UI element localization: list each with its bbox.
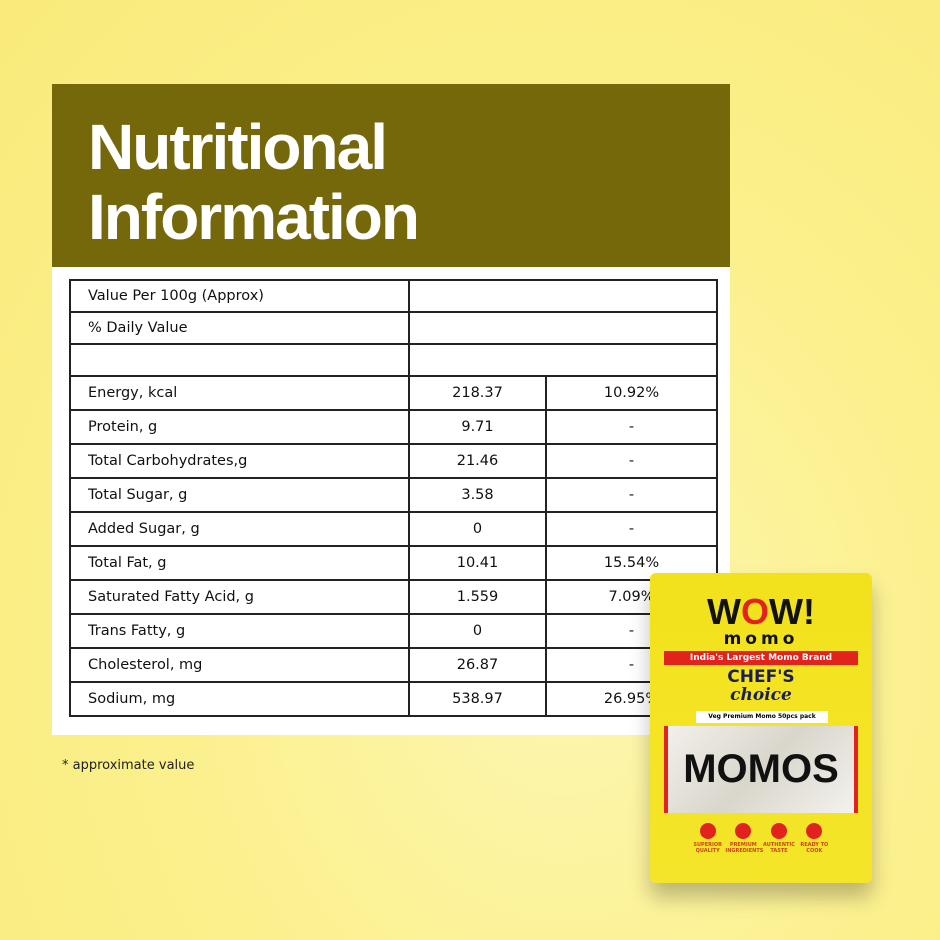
brand-logo: WOW! <box>707 591 815 632</box>
nutrient-value: 26.87 <box>408 647 547 683</box>
nutrient-value: 218.37 <box>408 375 547 411</box>
daily-value: 10.92% <box>545 375 718 411</box>
table-row: Energy, kcal 218.37 10.92% <box>69 375 718 411</box>
badge: SUPERIOR QUALITY <box>690 823 725 854</box>
badge-icon <box>699 823 716 839</box>
nutrient-value: 0 <box>408 613 547 649</box>
nutrient-label: Protein, g <box>69 409 410 445</box>
nutrient-label: Added Sugar, g <box>69 511 410 547</box>
product-package-image: WOW! momo India's Largest Momo Brand CHE… <box>650 573 872 883</box>
badge: READY TO COOK <box>797 823 832 854</box>
title-line-1: Nutritional <box>88 111 388 183</box>
nutrient-label: Trans Fatty, g <box>69 613 410 649</box>
badge: PREMIUM INGREDIENTS <box>725 823 763 854</box>
nutrient-label: Energy, kcal <box>69 375 410 411</box>
daily-value: - <box>545 443 718 479</box>
brand-sub: momo <box>723 629 799 649</box>
footnote: * approximate value <box>62 758 195 773</box>
nutrient-value: 9.71 <box>408 409 547 445</box>
variant-label: Veg Premium Momo 50pcs pack <box>696 711 828 723</box>
badge: AUTHENTIC TASTE <box>761 823 796 854</box>
momo-photo <box>664 726 858 813</box>
product-name: MOMOS <box>683 747 839 791</box>
table-row: Cholesterol, mg 26.87- <box>69 647 718 683</box>
title-line-2: Information <box>88 181 420 253</box>
nutrition-table: Value Per 100g (Approx) % Daily Value En… <box>69 279 718 717</box>
daily-value: - <box>545 409 718 445</box>
daily-value: - <box>545 511 718 547</box>
nutrient-label: Saturated Fatty Acid, g <box>69 579 410 615</box>
header-cell: % Daily Value <box>69 311 410 345</box>
daily-value: 15.54% <box>545 545 718 581</box>
header-empty-cell <box>408 343 718 377</box>
title-banner: Nutritional Information <box>52 84 730 267</box>
nutrient-value: 3.58 <box>408 477 547 513</box>
table-row: Sodium, mg 538.97 26.95% <box>69 681 718 717</box>
table-row: Saturated Fatty Acid, g 1.559 7.09% <box>69 579 718 615</box>
header-cell <box>69 343 410 377</box>
header-cell: Value Per 100g (Approx) <box>69 279 410 313</box>
table-header-row: Value Per 100g (Approx) <box>69 279 718 313</box>
table-header-row: % Daily Value <box>69 311 718 345</box>
table-row: Total Fat, g 10.41 15.54% <box>69 545 718 581</box>
nutrient-label: Total Fat, g <box>69 545 410 581</box>
table-row: Protein, g 9.71- <box>69 409 718 445</box>
badge-icon <box>806 823 823 839</box>
table-row: Total Sugar, g 3.58- <box>69 477 718 513</box>
page-title: Nutritional Information <box>88 111 420 253</box>
table-header-row <box>69 343 718 377</box>
choice-label: choice <box>730 685 792 705</box>
nutrient-value: 1.559 <box>408 579 547 615</box>
nutrient-value: 0 <box>408 511 547 547</box>
daily-value: - <box>545 477 718 513</box>
nutrient-value: 538.97 <box>408 681 547 717</box>
table-row: Total Carbohydrates,g 21.46- <box>69 443 718 479</box>
badge-row: SUPERIOR QUALITY PREMIUM INGREDIENTS AUT… <box>690 823 832 854</box>
nutrient-label: Cholesterol, mg <box>69 647 410 683</box>
badge-icon <box>770 823 787 839</box>
nutrient-label: Total Carbohydrates,g <box>69 443 410 479</box>
header-empty-cell <box>408 279 718 313</box>
nutrient-value: 10.41 <box>408 545 547 581</box>
chefs-label: CHEF'S <box>727 667 795 687</box>
nutrient-value: 21.46 <box>408 443 547 479</box>
badge-icon <box>735 823 752 839</box>
nutrient-label: Total Sugar, g <box>69 477 410 513</box>
nutrient-label: Sodium, mg <box>69 681 410 717</box>
tagline: India's Largest Momo Brand <box>664 651 858 665</box>
header-empty-cell <box>408 311 718 345</box>
